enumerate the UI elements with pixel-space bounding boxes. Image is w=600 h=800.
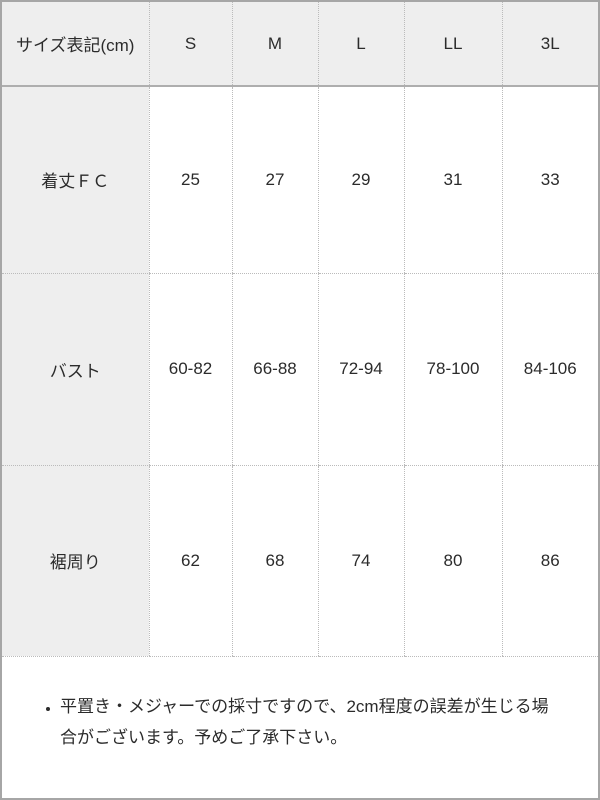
row-label-hem: 裾周り xyxy=(2,465,149,657)
size-cell: 29 xyxy=(317,86,404,274)
size-cell: 86 xyxy=(501,465,598,657)
note-list: 平置き・メジャーでの採寸ですので、2cm程度の誤差が生じる場合がございます。予め… xyxy=(2,691,598,753)
table-row-hem: 裾周り 62 68 74 80 86 xyxy=(2,465,598,657)
size-cell: 31 xyxy=(403,86,502,274)
size-cell: 25 xyxy=(148,86,232,274)
size-cell: 68 xyxy=(231,465,318,657)
size-cell: 74 xyxy=(317,465,404,657)
size-cell: 72-94 xyxy=(317,273,404,466)
measurement-note: 平置き・メジャーでの採寸ですので、2cm程度の誤差が生じる場合がございます。予め… xyxy=(60,691,558,753)
size-cell: 78-100 xyxy=(403,273,502,466)
header-cell-3l: 3L xyxy=(501,2,598,87)
size-cell: 33 xyxy=(501,86,598,274)
size-cell: 27 xyxy=(231,86,318,274)
header-row: サイズ表記(cm) S M L LL 3L xyxy=(2,2,598,87)
size-cell: 80 xyxy=(403,465,502,657)
row-label-length: 着丈ＦＣ xyxy=(2,86,149,274)
header-cell-s: S xyxy=(148,2,232,87)
header-cell-m: M xyxy=(231,2,318,87)
table-row-length: 着丈ＦＣ 25 27 29 31 33 xyxy=(2,86,598,274)
header-cell-ll: LL xyxy=(403,2,502,87)
header-cell-l: L xyxy=(317,2,404,87)
table-row-bust: バスト 60-82 66-88 72-94 78-100 84-106 xyxy=(2,273,598,466)
size-cell: 66-88 xyxy=(231,273,318,466)
measurement-note-area: 平置き・メジャーでの採寸ですので、2cm程度の誤差が生じる場合がございます。予め… xyxy=(2,657,598,753)
size-cell: 62 xyxy=(148,465,232,657)
size-table: サイズ表記(cm) S M L LL 3L 着丈ＦＣ 25 27 29 31 3… xyxy=(2,2,598,657)
size-cell: 60-82 xyxy=(148,273,232,466)
row-label-bust: バスト xyxy=(2,273,149,466)
header-cell-size-label: サイズ表記(cm) xyxy=(2,2,149,87)
size-cell: 84-106 xyxy=(501,273,598,466)
